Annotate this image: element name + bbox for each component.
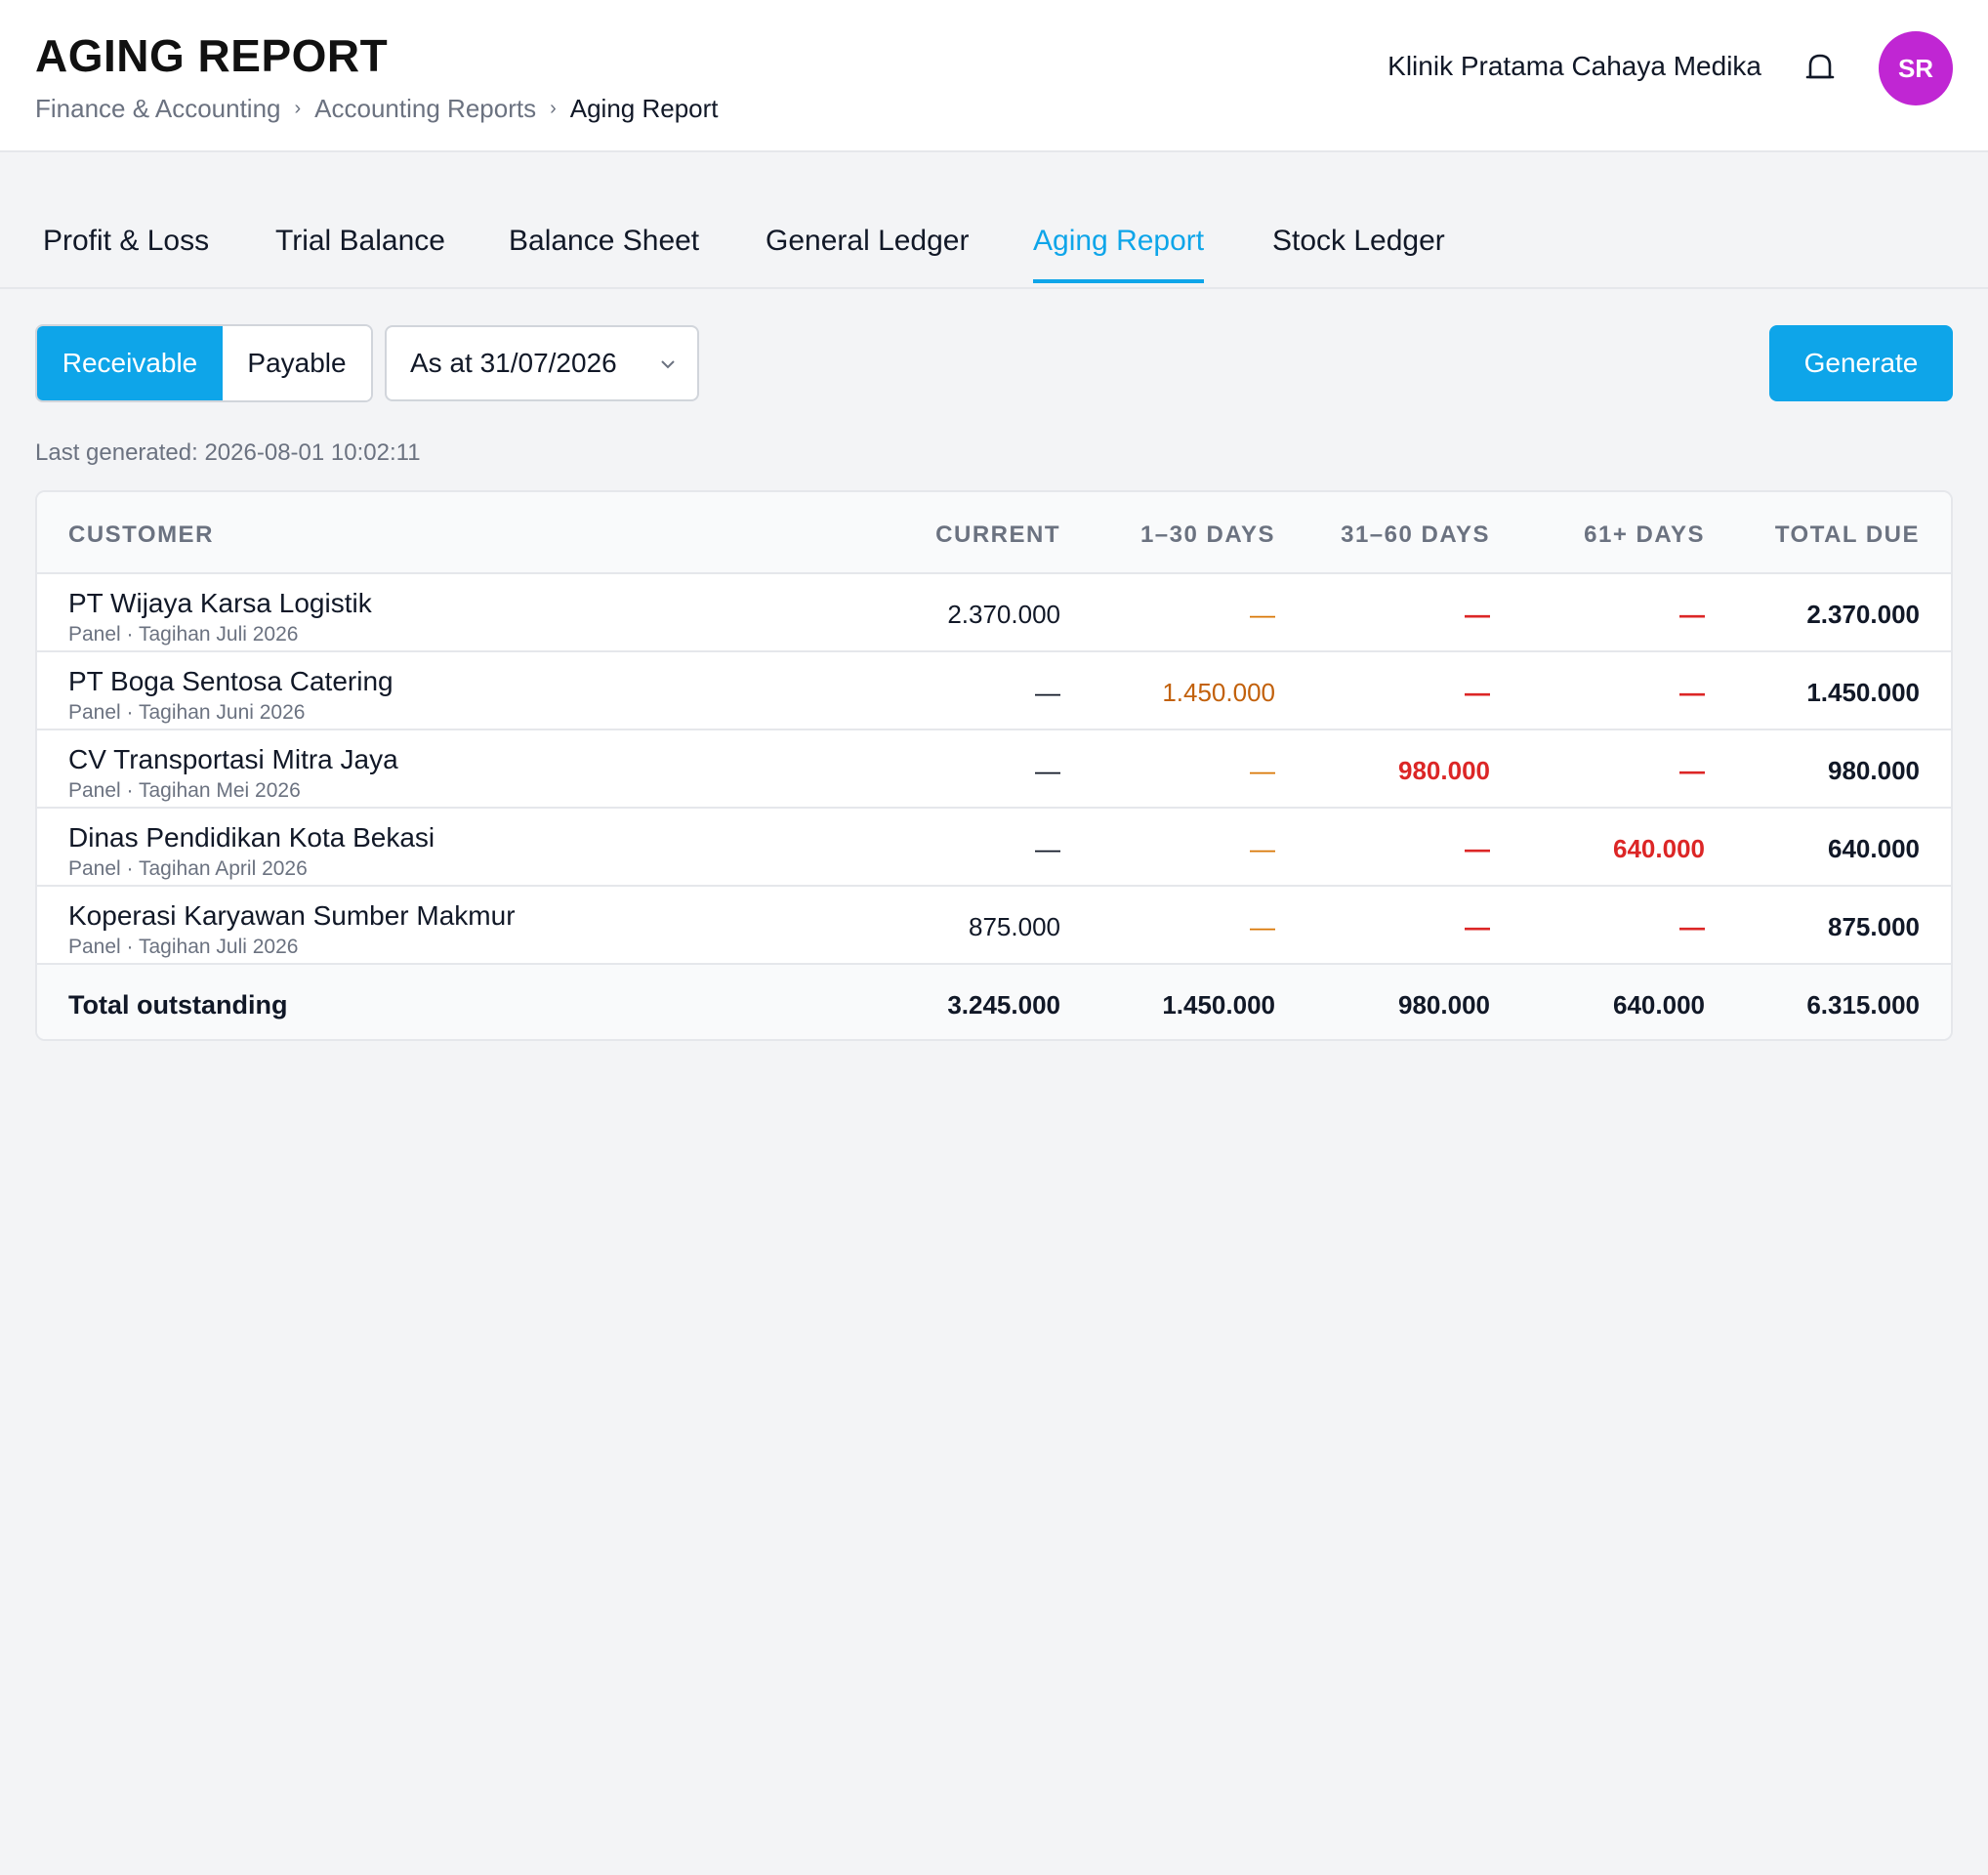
- cell-current: 875.000: [969, 912, 1060, 941]
- tab-stock-ledger[interactable]: Stock Ledger: [1272, 225, 1445, 257]
- table-header: CUSTOMER CURRENT 1–30 DAYS 31–60 DAYS 61…: [37, 492, 1951, 574]
- as-at-date-value: As at 31/07/2026: [410, 348, 617, 378]
- generate-button[interactable]: Generate: [1769, 325, 1953, 401]
- customer-name: Dinas Pendidikan Kota Bekasi: [68, 822, 435, 853]
- avatar[interactable]: SR: [1879, 31, 1953, 105]
- column-header-current: CURRENT: [935, 521, 1060, 548]
- customer-subtitle: Panel · Tagihan Juli 2026: [68, 936, 299, 958]
- breadcrumb-item-finance[interactable]: Finance & Accounting: [35, 94, 281, 123]
- customer-subtitle: Panel · Tagihan Juli 2026: [68, 623, 299, 646]
- table-row[interactable]: PT Wijaya Karsa Logistik Panel · Tagihan…: [37, 574, 1951, 652]
- cell-1-30-days: 1.450.000: [1162, 678, 1275, 707]
- cell-total-due: 1.450.000: [1806, 678, 1920, 707]
- total-outstanding-label: Total outstanding: [68, 990, 288, 1020]
- receivable-payable-toggle: Receivable Payable: [35, 324, 373, 402]
- breadcrumb-item-current: Aging Report: [569, 94, 719, 123]
- cell-1-30-days: —: [1250, 756, 1275, 785]
- column-header-61-days: 61+ DAYS: [1584, 521, 1705, 548]
- column-header-customer: CUSTOMER: [68, 521, 214, 548]
- cell-1-30-days: —: [1250, 834, 1275, 863]
- column-header-1-30-days: 1–30 DAYS: [1139, 521, 1275, 548]
- customer-name: PT Boga Sentosa Catering: [68, 666, 393, 696]
- report-tabs: Profit & Loss Trial Balance Balance Shee…: [0, 152, 1988, 289]
- cell-61-days: —: [1679, 678, 1705, 707]
- total-31-60-days: 980.000: [1398, 990, 1490, 1020]
- customer-name: PT Wijaya Karsa Logistik: [68, 588, 372, 618]
- as-at-date-select[interactable]: As at 31/07/2026: [385, 325, 699, 401]
- page-title: AGING REPORT: [35, 30, 389, 81]
- aging-table: CUSTOMER CURRENT 1–30 DAYS 31–60 DAYS 61…: [35, 490, 1953, 1041]
- customer-name: CV Transportasi Mitra Jaya: [68, 744, 398, 774]
- cell-total-due: 640.000: [1828, 834, 1920, 863]
- table-footer-total: Total outstanding 3.245.000 1.450.000 98…: [37, 965, 1951, 1039]
- cell-total-due: 2.370.000: [1806, 600, 1920, 629]
- organization-name: Klinik Pratama Cahaya Medika: [1387, 51, 1761, 81]
- last-generated-text: Last generated: 2026-08-01 10:02:11: [35, 439, 421, 466]
- table-row[interactable]: Dinas Pendidikan Kota Bekasi Panel · Tag…: [37, 809, 1951, 887]
- cell-current: 2.370.000: [947, 600, 1060, 629]
- customer-name: Koperasi Karyawan Sumber Makmur: [68, 900, 516, 931]
- tab-profit-loss[interactable]: Profit & Loss: [43, 225, 210, 257]
- cell-31-60-days: —: [1465, 912, 1490, 941]
- receivable-button[interactable]: Receivable: [37, 326, 223, 400]
- cell-31-60-days: —: [1465, 834, 1490, 863]
- cell-total-due: 980.000: [1828, 756, 1920, 785]
- chevron-down-icon: [661, 360, 675, 369]
- cell-1-30-days: —: [1250, 600, 1275, 629]
- cell-61-days: 640.000: [1613, 834, 1705, 863]
- breadcrumb-separator-icon: ›: [550, 98, 557, 119]
- customer-subtitle: Panel · Tagihan April 2026: [68, 857, 308, 880]
- cell-1-30-days: —: [1250, 912, 1275, 941]
- cell-current: —: [1035, 834, 1060, 863]
- cell-61-days: —: [1679, 912, 1705, 941]
- customer-subtitle: Panel · Tagihan Juni 2026: [68, 701, 306, 724]
- cell-61-days: —: [1679, 600, 1705, 629]
- breadcrumb-separator-icon: ›: [294, 98, 302, 119]
- cell-current: —: [1035, 678, 1060, 707]
- cell-61-days: —: [1679, 756, 1705, 785]
- tab-balance-sheet[interactable]: Balance Sheet: [509, 225, 700, 257]
- cell-total-due: 875.000: [1828, 912, 1920, 941]
- column-header-total-due: TOTAL DUE: [1774, 521, 1920, 548]
- cell-current: —: [1035, 756, 1060, 785]
- total-1-30-days: 1.450.000: [1162, 990, 1275, 1020]
- total-current: 3.245.000: [947, 990, 1060, 1020]
- table-row[interactable]: CV Transportasi Mitra Jaya Panel · Tagih…: [37, 730, 1951, 809]
- payable-button[interactable]: Payable: [223, 326, 371, 400]
- customer-subtitle: Panel · Tagihan Mei 2026: [68, 779, 301, 802]
- table-row[interactable]: PT Boga Sentosa Catering Panel · Tagihan…: [37, 652, 1951, 730]
- tab-trial-balance[interactable]: Trial Balance: [275, 225, 445, 257]
- top-header: AGING REPORT Finance & Accounting › Acco…: [0, 0, 1988, 152]
- cell-31-60-days: 980.000: [1398, 756, 1490, 785]
- breadcrumb: Finance & Accounting › Accounting Report…: [35, 94, 719, 124]
- table-row[interactable]: Koperasi Karyawan Sumber Makmur Panel · …: [37, 887, 1951, 965]
- notification-bell-icon[interactable]: [1802, 51, 1838, 86]
- column-header-31-60-days: 31–60 DAYS: [1341, 521, 1490, 548]
- cell-31-60-days: —: [1465, 600, 1490, 629]
- total-due-grand: 6.315.000: [1806, 990, 1920, 1020]
- cell-31-60-days: —: [1465, 678, 1490, 707]
- breadcrumb-item-accounting-reports[interactable]: Accounting Reports: [314, 94, 537, 123]
- tab-general-ledger[interactable]: General Ledger: [766, 225, 970, 257]
- tab-aging-report[interactable]: Aging Report: [1033, 225, 1205, 283]
- total-61-days: 640.000: [1613, 990, 1705, 1020]
